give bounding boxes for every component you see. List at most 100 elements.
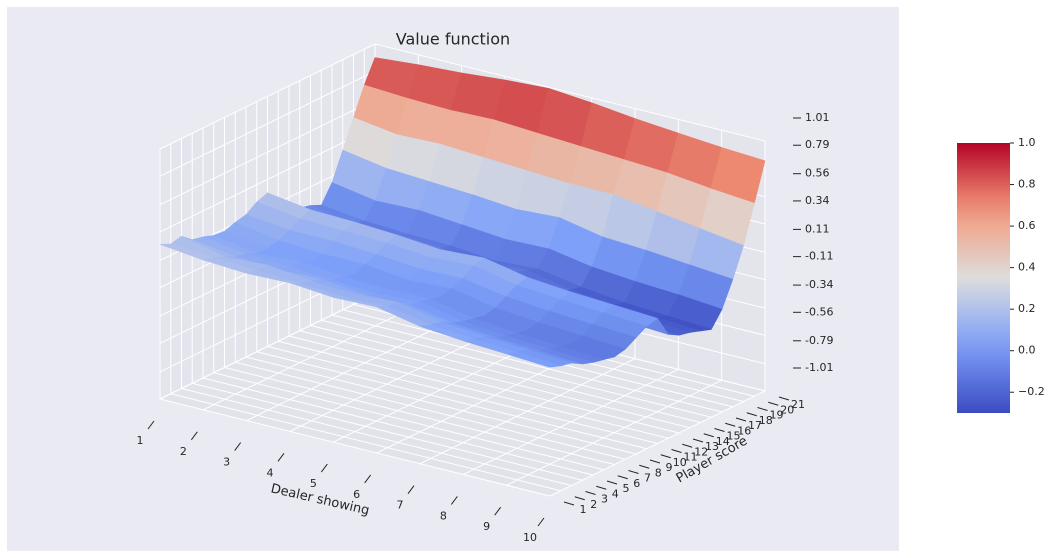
y-tick-mark xyxy=(649,459,661,464)
y-tick-mark xyxy=(671,449,682,453)
y-tick-mark xyxy=(746,412,757,417)
grid-line xyxy=(159,99,376,206)
grid-line xyxy=(310,325,701,423)
x-tick-mark xyxy=(190,431,198,441)
z-tick-label: -0.79 xyxy=(805,334,833,347)
grid-line xyxy=(374,43,766,142)
x-tick-label: 9 xyxy=(483,520,490,533)
grid-line xyxy=(192,382,583,481)
y-tick-label: 18 xyxy=(759,414,773,427)
grid-line xyxy=(224,367,615,465)
colorbar-tick-label: 0.6 xyxy=(1018,219,1036,232)
x-tick-label: 5 xyxy=(310,477,317,490)
z-tick-label: -1.01 xyxy=(805,361,833,374)
y-tick-label: 5 xyxy=(623,482,630,495)
x-tick-mark xyxy=(234,442,242,451)
y-tick-mark xyxy=(714,428,725,432)
y-tick-mark xyxy=(617,475,628,480)
x-tick-label: 2 xyxy=(180,445,187,458)
y-tick-label: 12 xyxy=(694,445,708,458)
x-tick-mark xyxy=(147,420,155,430)
y-tick-mark xyxy=(725,422,736,427)
y-tick-label: 7 xyxy=(644,472,651,485)
colorbar-tick-label: 0.2 xyxy=(1018,302,1036,315)
x-tick-mark xyxy=(407,485,415,494)
y-tick-label: 13 xyxy=(705,440,719,453)
z-tick-label: 0.11 xyxy=(805,222,830,235)
z-tick-label: 0.34 xyxy=(805,194,830,207)
x-tick-label: 10 xyxy=(523,531,537,544)
grid-line xyxy=(159,43,376,150)
y-tick-label: 14 xyxy=(716,435,730,448)
grid-line xyxy=(256,351,647,450)
grid-line xyxy=(170,393,561,492)
y-tick-label: 1 xyxy=(580,503,587,516)
x-tick-label: 1 xyxy=(137,434,144,447)
z-tick-label: 0.56 xyxy=(805,167,830,180)
y-tick-mark xyxy=(606,480,618,485)
colorbar-tick-label: 0.4 xyxy=(1018,261,1036,274)
surface-patch xyxy=(506,352,561,368)
surface xyxy=(159,57,766,368)
x-tick-label: 3 xyxy=(223,456,230,469)
grid-line xyxy=(159,293,376,400)
colorbar-tick-label: 1.0 xyxy=(1018,136,1036,149)
y-tick-label: 8 xyxy=(655,466,662,479)
y-tick-label: 11 xyxy=(684,451,698,464)
y-tick-label: 2 xyxy=(590,498,597,511)
y-tick-label: 3 xyxy=(601,493,608,506)
x-tick-mark xyxy=(320,463,328,473)
y-tick-mark xyxy=(757,407,768,411)
x-tick-label: 4 xyxy=(267,466,274,479)
z-tick-label: -0.34 xyxy=(805,278,833,291)
y-tick-label: 10 xyxy=(673,456,687,469)
y-tick-mark xyxy=(596,485,607,490)
x-tick-mark xyxy=(277,453,285,462)
y-tick-mark xyxy=(682,443,693,448)
x-tick-label: 8 xyxy=(440,509,447,522)
chart-title: Value function xyxy=(396,30,510,49)
grid-line xyxy=(213,372,604,471)
grid-line xyxy=(288,335,680,434)
colorbar-tick-label: 0.0 xyxy=(1018,344,1036,357)
y-tick-label: 16 xyxy=(737,424,751,437)
y-tick-label: 19 xyxy=(770,409,784,422)
y-tick-mark xyxy=(563,501,575,506)
grid-line xyxy=(321,319,712,418)
y-tick-mark xyxy=(574,496,585,501)
grid-line xyxy=(299,330,690,429)
x-tick-mark xyxy=(364,474,372,484)
y-tick-mark xyxy=(778,396,790,401)
x-tick-label: 7 xyxy=(397,499,404,512)
y-tick-label: 9 xyxy=(666,461,673,474)
y-tick-mark xyxy=(703,433,714,438)
z-tick-label: -0.56 xyxy=(805,305,833,318)
y-tick-mark xyxy=(660,454,671,459)
grid-line xyxy=(159,70,376,177)
y-tick-mark xyxy=(585,491,596,495)
y-tick-label: 4 xyxy=(612,487,619,500)
y-tick-mark xyxy=(639,464,650,469)
x-tick-label: 6 xyxy=(353,488,360,501)
grid-line xyxy=(235,361,626,460)
grid-line xyxy=(181,388,572,486)
y-tick-label: 20 xyxy=(780,403,794,416)
x-tick-mark xyxy=(537,517,545,527)
y-tick-label: 17 xyxy=(748,419,762,432)
y-tick-mark xyxy=(692,438,704,443)
grid-line xyxy=(245,356,637,455)
grid-line xyxy=(267,346,658,444)
z-tick-label: 1.01 xyxy=(805,111,830,124)
x-tick-mark xyxy=(450,496,458,505)
y-tick-label: 21 xyxy=(791,398,805,411)
grid-line xyxy=(331,314,723,413)
grid-line xyxy=(159,126,376,233)
colorbar xyxy=(957,143,1010,413)
z-tick-label: 0.79 xyxy=(805,138,830,151)
y-tick-mark xyxy=(768,401,779,406)
grid-line xyxy=(159,398,551,497)
x-tick-mark xyxy=(494,506,502,516)
y-tick-label: 6 xyxy=(633,477,640,490)
